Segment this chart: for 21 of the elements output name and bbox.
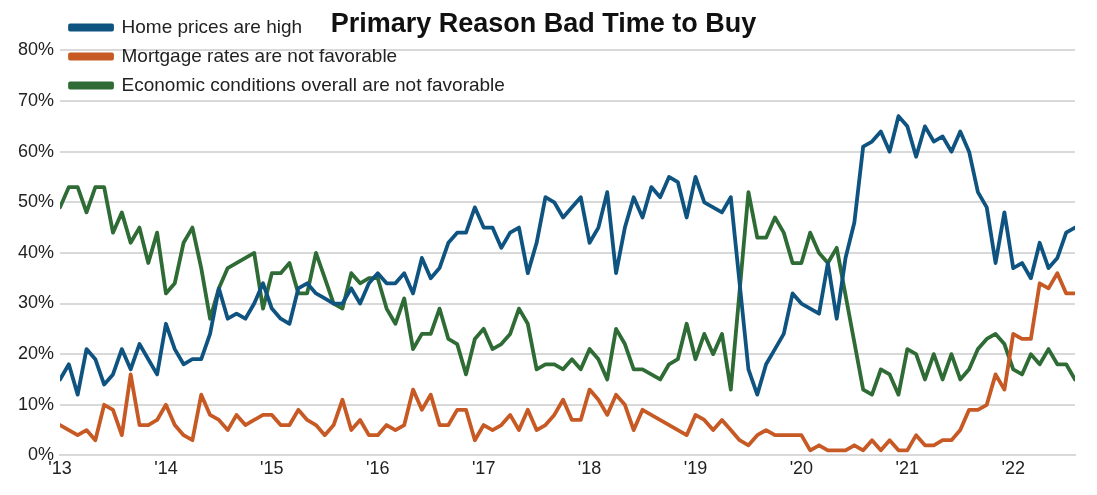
y-tick-label: 30%	[18, 292, 55, 313]
x-tick-label: '14	[154, 458, 178, 479]
legend-label: Home prices are high	[121, 15, 303, 37]
x-tick-label: '16	[366, 458, 390, 479]
legend-label: Economic conditions overall are not favorable	[121, 73, 505, 95]
y-tick-label: 10%	[18, 393, 55, 414]
y-tick-label: 20%	[18, 343, 55, 364]
legend-label: Mortgage rates are not favorable	[121, 44, 398, 66]
x-tick-label: '21	[895, 458, 920, 479]
y-tick-label: 80%	[18, 39, 55, 60]
x-tick-label: '19	[683, 458, 708, 479]
x-tick-label: '18	[577, 458, 602, 479]
x-tick-label: '20	[789, 458, 814, 479]
y-tick-label: 40%	[18, 241, 55, 262]
chart-title: Primary Reason Bad Time to Buy	[330, 7, 757, 38]
x-tick-label: '15	[260, 458, 284, 479]
y-tick-label: 70%	[18, 89, 55, 110]
x-tick-label: '22	[1001, 458, 1025, 479]
y-tick-label: 60%	[18, 140, 55, 161]
x-tick-label: '17	[471, 458, 496, 479]
y-tick-label: 50%	[18, 191, 55, 212]
